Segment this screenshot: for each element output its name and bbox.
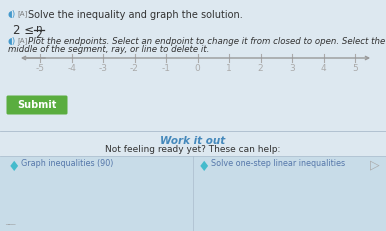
Text: Graph inequalities (90): Graph inequalities (90) bbox=[21, 159, 113, 168]
Text: 2: 2 bbox=[36, 30, 42, 40]
Text: ◖): ◖) bbox=[8, 37, 16, 46]
FancyBboxPatch shape bbox=[7, 95, 68, 115]
Text: 0: 0 bbox=[195, 64, 200, 73]
Text: -4: -4 bbox=[67, 64, 76, 73]
Text: Work it out: Work it out bbox=[160, 136, 226, 146]
Text: [A]: [A] bbox=[17, 10, 27, 17]
Text: middle of the segment, ray, or line to delete it.: middle of the segment, ray, or line to d… bbox=[8, 46, 209, 55]
Text: Solve one-step linear inequalities: Solve one-step linear inequalities bbox=[211, 159, 345, 168]
Text: 5: 5 bbox=[352, 64, 358, 73]
Text: n: n bbox=[36, 24, 42, 34]
Text: Submit: Submit bbox=[17, 100, 57, 110]
Text: [A]: [A] bbox=[17, 37, 27, 44]
Text: 2: 2 bbox=[258, 64, 263, 73]
Text: -1: -1 bbox=[161, 64, 171, 73]
Text: 2 ≤: 2 ≤ bbox=[13, 24, 34, 37]
Text: ♦: ♦ bbox=[198, 160, 210, 174]
Text: ▷: ▷ bbox=[370, 158, 379, 171]
Text: Not feeling ready yet? These can help:: Not feeling ready yet? These can help: bbox=[105, 145, 281, 154]
Text: -3: -3 bbox=[98, 64, 107, 73]
Text: Plot the endpoints. Select an endpoint to change it from closed to open. Select : Plot the endpoints. Select an endpoint t… bbox=[28, 37, 385, 46]
Text: 4: 4 bbox=[321, 64, 326, 73]
Text: -5: -5 bbox=[36, 64, 44, 73]
Text: 3: 3 bbox=[289, 64, 295, 73]
Text: -2: -2 bbox=[130, 64, 139, 73]
Text: Solve the inequality and graph the solution.: Solve the inequality and graph the solut… bbox=[28, 10, 243, 20]
Bar bbox=[0, 156, 386, 231]
Text: ◖): ◖) bbox=[8, 10, 16, 19]
Text: ♦: ♦ bbox=[8, 160, 20, 174]
Text: 1: 1 bbox=[226, 64, 232, 73]
Text: ___: ___ bbox=[5, 219, 15, 225]
